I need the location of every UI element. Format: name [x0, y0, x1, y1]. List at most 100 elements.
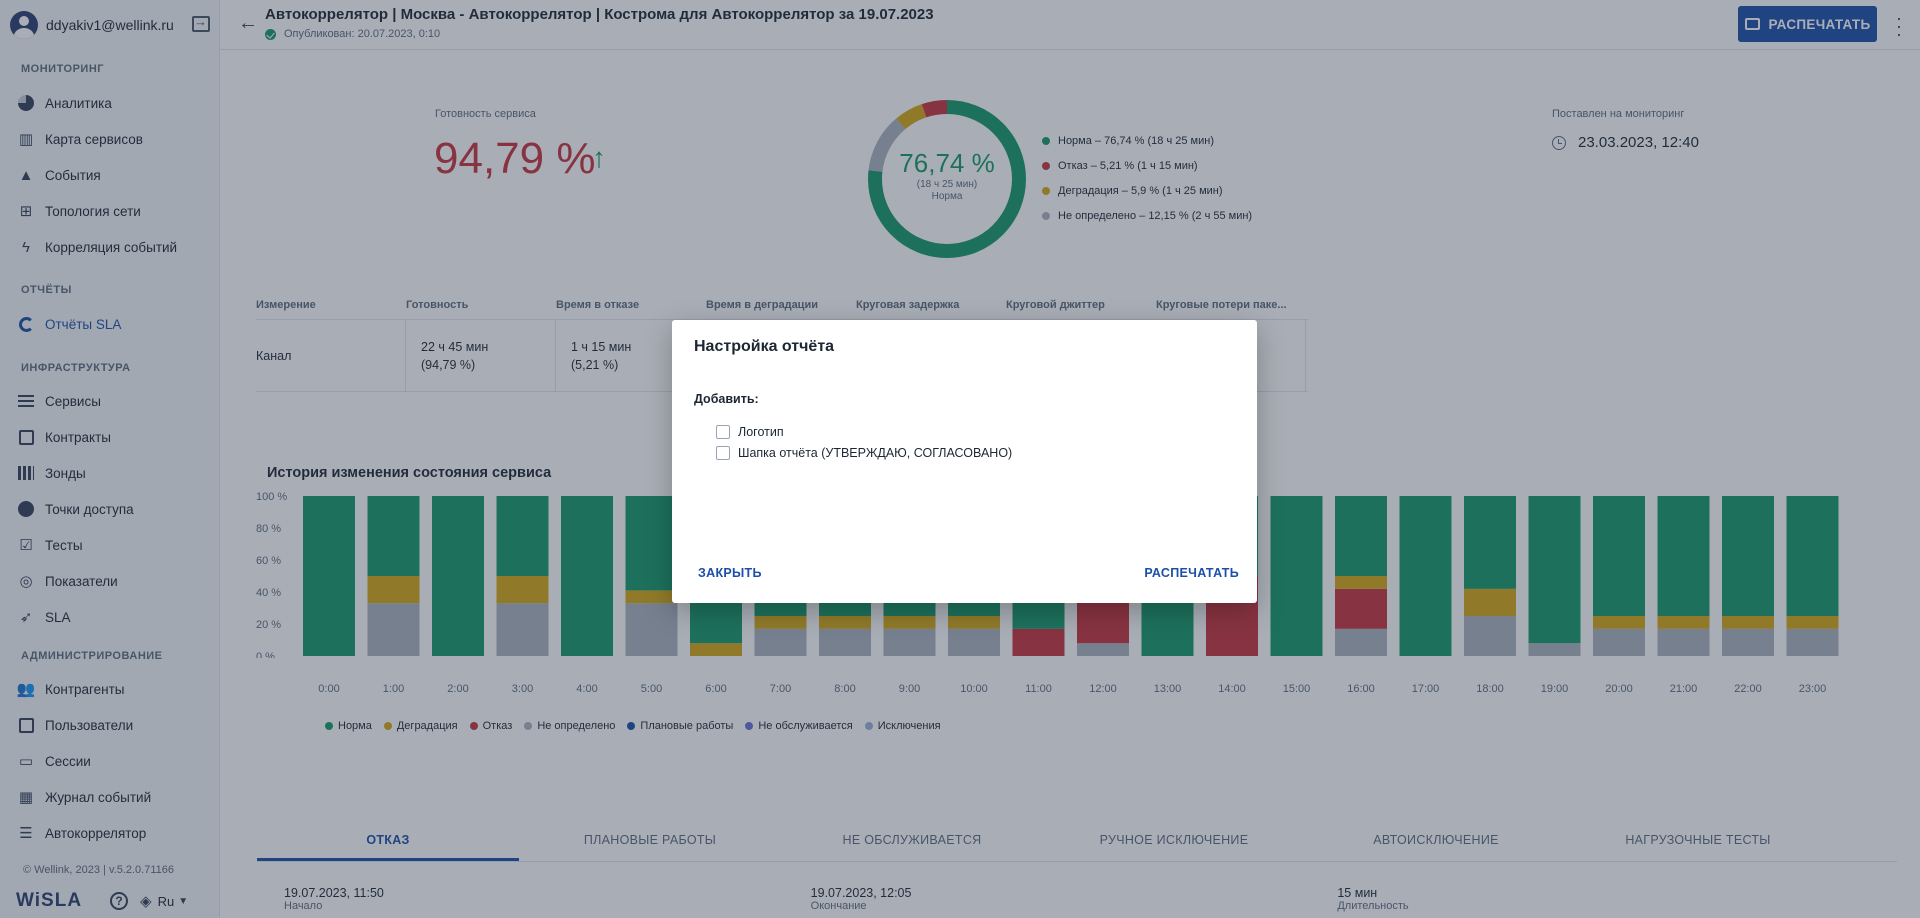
user-email[interactable]: ddyakiv1@wellink.ru: [46, 17, 174, 33]
sidebar-item-sla-reports[interactable]: Отчёты SLA: [16, 309, 212, 339]
bar-segment[interactable]: [625, 496, 678, 591]
sidebar-item-counterparties[interactable]: 👥 Контрагенты: [16, 674, 212, 704]
bar-segment[interactable]: [432, 496, 484, 656]
back-arrow-icon[interactable]: ←: [238, 12, 258, 34]
sidebar-item-contracts[interactable]: Контракты: [16, 422, 212, 452]
sidebar-item-analytics[interactable]: Аналитика: [16, 88, 212, 118]
sidebar-item-sessions[interactable]: ▭ Сессии: [16, 746, 212, 776]
report-header-checkbox[interactable]: [716, 446, 730, 460]
bar-segment[interactable]: [1464, 588, 1516, 616]
bar-segment[interactable]: [1722, 628, 1774, 656]
bar-segment[interactable]: [1077, 643, 1129, 656]
bar-segment[interactable]: [303, 496, 355, 656]
sidebar-item-service-map[interactable]: ▥ Карта сервисов: [16, 124, 212, 154]
option-label[interactable]: Логотип: [738, 425, 784, 439]
bar-segment[interactable]: [690, 643, 742, 656]
bar-segment[interactable]: [948, 616, 1000, 629]
close-button[interactable]: ЗАКРЫТЬ: [698, 566, 762, 580]
tab-manual-exclusion[interactable]: РУЧНОЕ ИСКЛЮЧЕНИЕ: [1099, 833, 1249, 847]
bar-segment[interactable]: [883, 616, 936, 629]
legend-item[interactable]: Плановые работы: [627, 720, 733, 732]
sidebar-item-sla[interactable]: ➶ SLA: [16, 602, 212, 632]
bar-segment[interactable]: [1722, 616, 1774, 629]
sidebar-item-correlation[interactable]: ϟ Корреляция событий: [16, 232, 212, 262]
option-logo[interactable]: Логотип: [716, 425, 784, 439]
sidebar-item-metrics[interactable]: ◎ Показатели: [16, 566, 212, 596]
bar-segment[interactable]: [819, 616, 871, 629]
sidebar-item-tests[interactable]: ☑ Тесты: [16, 530, 212, 560]
legend-item[interactable]: Исключения: [864, 720, 941, 732]
language-select[interactable]: Ru: [157, 893, 175, 909]
bar-segment[interactable]: [1722, 496, 1774, 616]
bar-segment[interactable]: [496, 496, 549, 576]
sidebar-item-events[interactable]: ▲ События: [16, 160, 212, 190]
legend-item[interactable]: Деградация: [383, 720, 458, 732]
bar-segment[interactable]: [754, 616, 807, 629]
bar-segment[interactable]: [948, 628, 1000, 656]
sidebar-item-services[interactable]: Сервисы: [16, 386, 212, 416]
bar-segment[interactable]: [367, 496, 420, 576]
legend-item[interactable]: Норма: [325, 720, 372, 732]
tab-planned-work[interactable]: ПЛАНОВЫЕ РАБОТЫ: [583, 833, 717, 847]
bar-segment[interactable]: [754, 628, 807, 656]
bar-segment[interactable]: [1657, 628, 1710, 656]
column-header[interactable]: Окончание: [810, 900, 867, 912]
bar-segment[interactable]: [1786, 496, 1839, 616]
sidebar-item-probes[interactable]: Зонды: [16, 458, 212, 488]
bar-segment[interactable]: [883, 628, 936, 656]
bar-segment[interactable]: [1528, 643, 1581, 656]
bar-segment[interactable]: [367, 603, 420, 656]
bar-segment[interactable]: [1464, 616, 1516, 656]
more-vertical-icon[interactable]: · · ·: [1896, 8, 1902, 44]
bar-segment[interactable]: [1528, 496, 1581, 644]
bar-segment[interactable]: [1593, 496, 1645, 616]
sidebar-item-topology[interactable]: ⊞ Топология сети: [16, 196, 212, 226]
bar-segment[interactable]: [1335, 576, 1387, 589]
bar-segment[interactable]: [625, 603, 678, 656]
bar-segment[interactable]: [496, 576, 549, 604]
help-icon[interactable]: ?: [110, 892, 129, 910]
bar-segment[interactable]: [1786, 628, 1839, 656]
bar-segment[interactable]: [1399, 496, 1452, 656]
sidebar-item-event-log[interactable]: ▦ Журнал событий: [16, 782, 212, 812]
tab-auto-exclusion[interactable]: АВТОИСКЛЮЧЕНИЕ: [1373, 833, 1499, 847]
chevron-down-icon[interactable]: ▼: [178, 895, 189, 907]
bar-segment[interactable]: [1657, 496, 1710, 616]
sidebar-item-access-points[interactable]: Точки доступа: [16, 494, 212, 524]
bar-segment[interactable]: [1593, 616, 1645, 629]
user-row[interactable]: ddyakiv1@wellink.ru: [10, 11, 210, 39]
tab-failure[interactable]: ОТКАЗ: [257, 820, 519, 861]
option-label[interactable]: Шапка отчёта (УТВЕРЖДАЮ, СОГЛАСОВАНО): [738, 446, 1013, 460]
bar-segment[interactable]: [1270, 496, 1323, 656]
option-report-header[interactable]: Шапка отчёта (УТВЕРЖДАЮ, СОГЛАСОВАНО): [716, 446, 1012, 460]
bar-segment[interactable]: [367, 576, 420, 604]
bar-segment[interactable]: [625, 590, 678, 604]
print-button[interactable]: РАСПЕЧАТАТЬ: [1738, 6, 1877, 42]
bar-segment[interactable]: [1593, 628, 1645, 656]
logo-checkbox[interactable]: [716, 425, 730, 439]
tab-not-serviced[interactable]: НЕ ОБСЛУЖИВАЕТСЯ: [842, 833, 982, 847]
bar-segment[interactable]: [1335, 588, 1387, 629]
legend-item[interactable]: Не определено: [524, 720, 615, 732]
table-cell: [1156, 320, 1306, 391]
bar-segment[interactable]: [1786, 616, 1839, 629]
bar-segment[interactable]: [1335, 496, 1387, 576]
column-header[interactable]: Длительность: [1337, 900, 1409, 912]
column-header[interactable]: Начало: [284, 900, 323, 912]
legend-item[interactable]: Отказ: [469, 720, 512, 732]
bar-segment[interactable]: [496, 603, 549, 656]
bar-segment[interactable]: [1335, 628, 1387, 656]
bar-segment[interactable]: [1464, 496, 1516, 589]
sidebar-item-users[interactable]: Пользователи: [16, 710, 212, 740]
dialog-print-button[interactable]: РАСПЕЧАТАТЬ: [1144, 566, 1239, 580]
bar-segment[interactable]: [1657, 616, 1710, 629]
tab-load-tests[interactable]: НАГРУЗОЧНЫЕ ТЕСТЫ: [1625, 833, 1771, 847]
theme-bucket-icon[interactable]: ◈: [140, 893, 152, 910]
avatar[interactable]: [10, 11, 38, 39]
sidebar-item-autocorrelator[interactable]: ☰ Автокоррелятор: [16, 818, 212, 848]
legend-item[interactable]: Не обслуживается: [745, 720, 853, 732]
bar-segment[interactable]: [561, 496, 613, 656]
logout-icon[interactable]: [192, 14, 210, 32]
bar-segment[interactable]: [819, 628, 871, 656]
bar-segment[interactable]: [1012, 628, 1065, 656]
